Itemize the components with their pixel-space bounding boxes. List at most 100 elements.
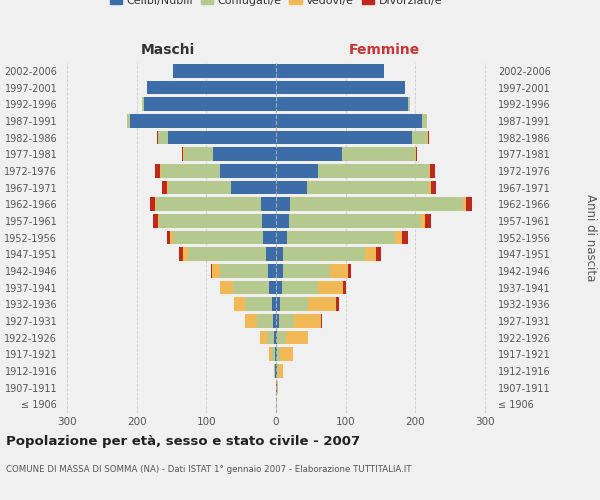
Bar <box>173 230 276 244</box>
Bar <box>220 280 276 294</box>
Bar <box>173 64 276 78</box>
Bar <box>276 230 407 244</box>
Bar <box>182 248 276 261</box>
Bar <box>272 298 276 311</box>
Bar <box>160 164 276 177</box>
Bar <box>276 380 277 394</box>
Bar <box>276 130 428 144</box>
Bar <box>276 164 318 177</box>
Bar <box>275 348 276 361</box>
Bar <box>276 264 351 278</box>
Bar <box>276 198 463 211</box>
Bar <box>147 80 276 94</box>
Legend: Celibi/Nubili, Coniugati/e, Vedovi/e, Divorziati/e: Celibi/Nubili, Coniugati/e, Vedovi/e, Di… <box>106 0 446 10</box>
Bar <box>220 164 276 177</box>
Bar <box>269 348 276 361</box>
Text: COMUNE DI MASSA DI SOMMA (NA) - Dati ISTAT 1° gennaio 2007 - Elaborazione TUTTIT: COMUNE DI MASSA DI SOMMA (NA) - Dati IST… <box>6 465 412 474</box>
Bar <box>220 280 276 294</box>
Bar <box>276 98 410 111</box>
Bar <box>276 264 349 278</box>
Bar <box>213 148 276 161</box>
Bar <box>276 364 283 378</box>
Text: Maschi: Maschi <box>141 44 195 58</box>
Bar <box>276 198 290 211</box>
Bar <box>276 64 384 78</box>
Bar <box>276 264 283 278</box>
Bar <box>276 214 425 228</box>
Bar <box>275 364 276 378</box>
Bar <box>184 148 276 161</box>
Bar <box>127 114 276 128</box>
Bar <box>276 80 405 94</box>
Bar <box>276 114 427 128</box>
Bar <box>276 380 277 394</box>
Bar <box>276 180 436 194</box>
Bar <box>276 198 472 211</box>
Bar <box>158 214 276 228</box>
Bar <box>276 148 342 161</box>
Bar <box>269 280 276 294</box>
Bar <box>276 298 308 311</box>
Bar <box>276 114 422 128</box>
Bar <box>179 248 276 261</box>
Bar <box>276 280 343 294</box>
Text: Femmine: Femmine <box>349 44 419 58</box>
Bar <box>173 64 276 78</box>
Bar <box>147 80 276 94</box>
Bar <box>155 198 276 211</box>
Bar <box>184 148 276 161</box>
Bar <box>276 348 293 361</box>
Bar <box>158 130 276 144</box>
Bar <box>276 248 376 261</box>
Bar <box>276 164 429 177</box>
Bar <box>276 298 339 311</box>
Bar <box>276 98 409 111</box>
Bar <box>276 64 384 78</box>
Bar <box>168 130 276 144</box>
Bar <box>234 298 276 311</box>
Bar <box>158 130 276 144</box>
Bar <box>276 364 283 378</box>
Bar <box>211 264 276 278</box>
Bar <box>276 280 281 294</box>
Bar <box>276 64 384 78</box>
Bar <box>220 264 276 278</box>
Bar <box>127 114 276 128</box>
Bar <box>276 114 427 128</box>
Bar <box>276 80 405 94</box>
Bar <box>276 248 381 261</box>
Bar <box>276 348 280 361</box>
Bar <box>156 198 276 211</box>
Bar <box>276 80 405 94</box>
Bar <box>276 314 294 328</box>
Bar <box>276 364 278 378</box>
Bar <box>276 248 283 261</box>
Bar <box>269 348 276 361</box>
Bar <box>152 214 276 228</box>
Bar <box>142 98 276 111</box>
Bar <box>170 230 276 244</box>
Bar <box>173 64 276 78</box>
Bar <box>159 214 276 228</box>
Bar <box>260 330 276 344</box>
Bar <box>127 114 276 128</box>
Bar <box>274 364 276 378</box>
Bar <box>276 264 331 278</box>
Bar <box>260 198 276 211</box>
Bar <box>276 364 277 378</box>
Bar <box>260 330 276 344</box>
Bar <box>167 180 276 194</box>
Bar <box>276 348 293 361</box>
Bar <box>276 230 402 244</box>
Bar <box>276 64 384 78</box>
Bar <box>234 298 276 311</box>
Bar <box>276 164 435 177</box>
Bar <box>276 298 280 311</box>
Bar <box>276 380 278 394</box>
Bar <box>276 180 431 194</box>
Bar <box>266 248 276 261</box>
Bar <box>245 314 276 328</box>
Bar <box>272 314 276 328</box>
Bar <box>157 130 276 144</box>
Bar <box>276 98 410 111</box>
